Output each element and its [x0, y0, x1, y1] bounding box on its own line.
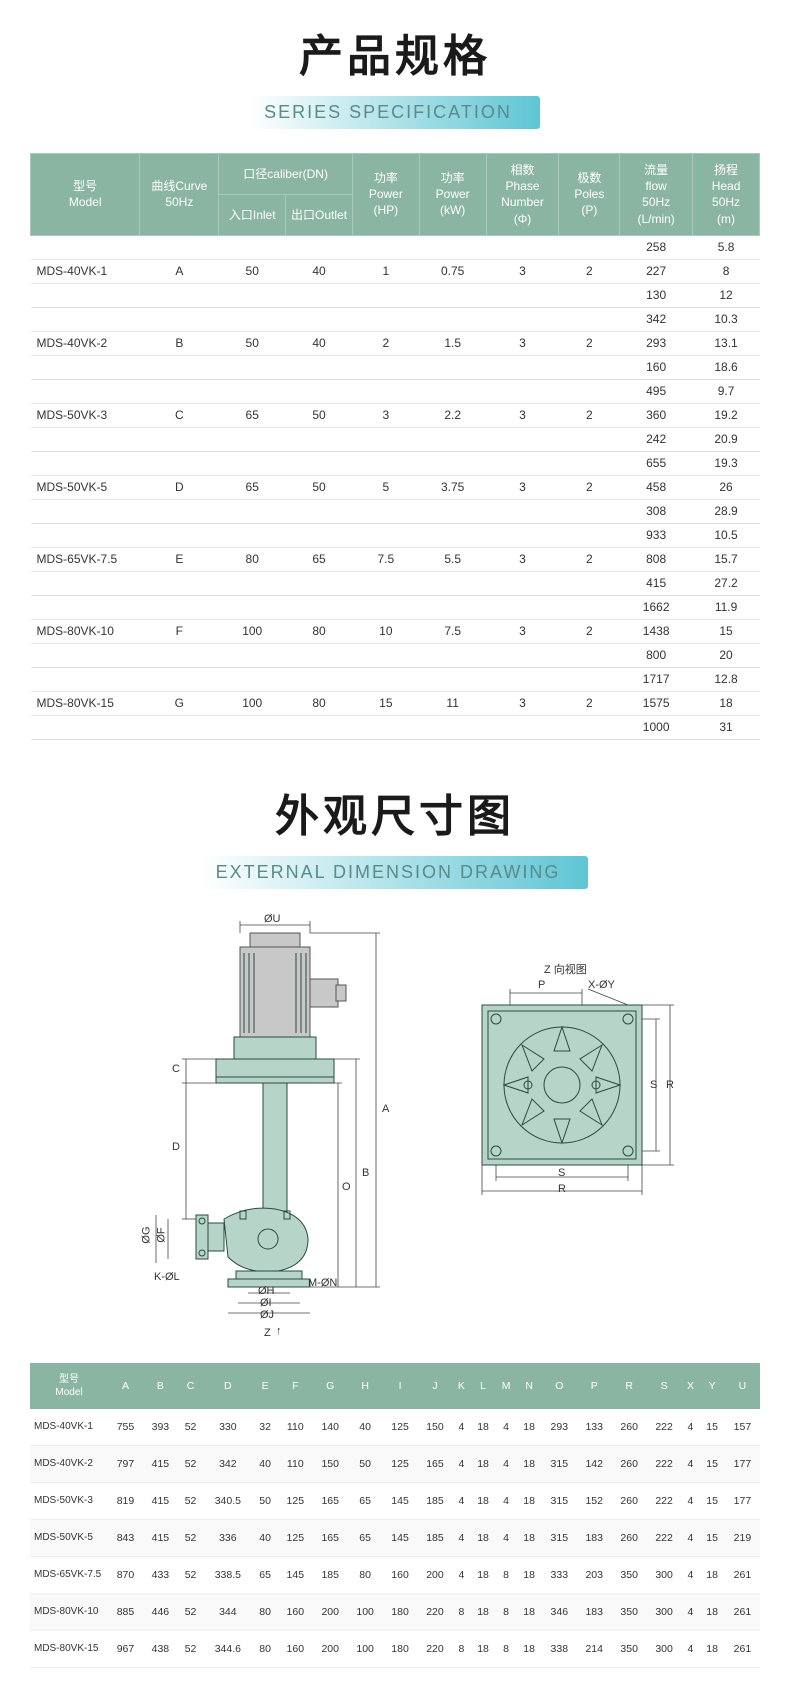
th-dim: B [143, 1363, 178, 1409]
th-dim: F [278, 1363, 313, 1409]
spec-title-en: SERIES SPECIFICATION [250, 96, 540, 129]
table-row: MDS-50VK-5D655053.753245826 [31, 475, 760, 499]
th-dim: K [452, 1363, 470, 1409]
lbl-Zarrow: ↑ [276, 1325, 282, 1337]
table-row: MDS-40VK-2B504021.53229313.1 [31, 331, 760, 355]
lbl-B: B [362, 1167, 369, 1179]
table-row: 80020 [31, 643, 760, 667]
lbl-MphiN: M-ØN [308, 1277, 337, 1289]
table-row: MDS-80VK-15G10080151132157518 [31, 691, 760, 715]
lbl-D: D [172, 1141, 180, 1153]
table-row: 171712.8 [31, 667, 760, 691]
table-row: MDS-40VK-1755393523303211014040125150418… [30, 1409, 760, 1446]
lbl-O: O [342, 1181, 351, 1193]
table-row: 4959.7 [31, 379, 760, 403]
lbl-S-right: S [650, 1079, 657, 1091]
lbl-Zview: Z 向视图 [544, 961, 587, 977]
lbl-phiI: ØI [260, 1297, 272, 1309]
th-dim: Y [699, 1363, 724, 1409]
lbl-phiF: ØF [156, 1227, 168, 1242]
spec-section: 产品规格 SERIES SPECIFICATION 型号Model 曲线Curv… [0, 0, 790, 760]
th-model: 型号Model [31, 154, 140, 236]
dims-table: 型号ModelABCDEFGHIJKLMNOPRSXYU MDS-40VK-17… [30, 1363, 760, 1668]
drawing-side-view: ØU C D A B O ØG ØF K-ØL ØH ØI ØJ M-ØN Z … [98, 919, 428, 1349]
th-dim: X [682, 1363, 700, 1409]
th-dim: J [418, 1363, 453, 1409]
spec-table: 型号Model 曲线Curve50Hz 口径caliber(DN) 功率Powe… [30, 153, 760, 740]
th-head: 扬程Head50Hz(m) [693, 154, 760, 236]
table-row: MDS-40VK-1A504010.75322278 [31, 259, 760, 283]
dims-thead-row: 型号ModelABCDEFGHIJKLMNOPRSXYU [30, 1363, 760, 1409]
drawing-top-view: Z 向视图 P X-ØY S R S R [452, 959, 692, 1239]
lbl-C: C [172, 1063, 180, 1075]
drawing-area: ØU C D A B O ØG ØF K-ØL ØH ØI ØJ M-ØN Z … [30, 913, 760, 1363]
th-dim: H [348, 1363, 383, 1409]
lbl-R-bottom: R [558, 1183, 566, 1195]
table-row: MDS-80VK-1088544652344801602001001802208… [30, 1593, 760, 1630]
th-dim: M [496, 1363, 517, 1409]
lbl-Z: Z [264, 1327, 271, 1339]
spec-subtitle-wrap: SERIES SPECIFICATION [30, 96, 760, 129]
th-dim: I [383, 1363, 418, 1409]
table-row: MDS-50VK-3C655032.23236019.2 [31, 403, 760, 427]
lbl-R-right: R [666, 1079, 674, 1091]
spec-tbody: 2585.8MDS-40VK-1A504010.7532227813012342… [31, 235, 760, 739]
table-row: MDS-65VK-7.587043352338.5651451858016020… [30, 1556, 760, 1593]
th-outlet: 出口Outlet [286, 194, 353, 235]
th-flow: 流量flow50Hz(L/min) [620, 154, 693, 236]
table-row: 65519.3 [31, 451, 760, 475]
table-row: 34210.3 [31, 307, 760, 331]
table-row: MDS-40VK-2797415523424011015050125165418… [30, 1445, 760, 1482]
th-dim: D [203, 1363, 252, 1409]
th-curve: 曲线Curve50Hz [140, 154, 219, 236]
th-dim: O [542, 1363, 577, 1409]
th-dim: A [108, 1363, 143, 1409]
lbl-phiG: ØG [141, 1226, 153, 1243]
dimension-section: 外观尺寸图 EXTERNAL DIMENSION DRAWING [0, 760, 790, 1688]
th-poles: 极数Poles(P) [559, 154, 620, 236]
table-row: 100031 [31, 715, 760, 739]
spec-title-cn: 产品规格 [30, 20, 760, 84]
table-row: 41527.2 [31, 571, 760, 595]
th-caliber: 口径caliber(DN) [219, 154, 353, 195]
lbl-P: P [538, 979, 545, 991]
th-dim: E [252, 1363, 277, 1409]
table-row: 24220.9 [31, 427, 760, 451]
table-row: 166211.9 [31, 595, 760, 619]
table-row: 2585.8 [31, 235, 760, 259]
table-row: MDS-50VK-381941552340.550125165651451854… [30, 1482, 760, 1519]
th-inlet: 入口Inlet [219, 194, 286, 235]
th-kw: 功率Power(kW) [419, 154, 486, 236]
dims-tbody: MDS-40VK-1755393523303211014040125150418… [30, 1409, 760, 1668]
th-dim: L [470, 1363, 495, 1409]
dim-title-cn: 外观尺寸图 [30, 780, 760, 844]
th-dim: 型号Model [30, 1363, 108, 1409]
lbl-A: A [382, 1103, 389, 1115]
th-dim: C [178, 1363, 203, 1409]
th-dim: R [612, 1363, 647, 1409]
dim-title-en: EXTERNAL DIMENSION DRAWING [202, 856, 589, 889]
table-row: MDS-80VK-10F10080107.532143815 [31, 619, 760, 643]
th-dim: N [516, 1363, 541, 1409]
th-dim: G [313, 1363, 348, 1409]
table-row: 13012 [31, 283, 760, 307]
th-dim: U [725, 1363, 760, 1409]
table-row: MDS-50VK-5843415523364012516565145185418… [30, 1519, 760, 1556]
spec-thead: 型号Model 曲线Curve50Hz 口径caliber(DN) 功率Powe… [31, 154, 760, 236]
lbl-phiJ: ØJ [260, 1309, 274, 1321]
table-row: 30828.9 [31, 499, 760, 523]
th-hp: 功率Power(HP) [352, 154, 419, 236]
table-row: 93310.5 [31, 523, 760, 547]
lbl-S-bottom: S [558, 1167, 565, 1179]
lbl-XphiY: X-ØY [588, 979, 615, 991]
th-dim: P [577, 1363, 612, 1409]
th-dim: S [647, 1363, 682, 1409]
dim-subtitle-wrap: EXTERNAL DIMENSION DRAWING [30, 856, 760, 889]
table-row: 16018.6 [31, 355, 760, 379]
lbl-phiH: ØH [258, 1285, 275, 1297]
th-phase: 相数PhaseNumber(Φ) [486, 154, 559, 236]
lbl-KphiL: K-ØL [154, 1271, 180, 1283]
lbl-phiU: ØU [264, 913, 281, 925]
table-row: MDS-65VK-7.5E80657.55.53280815.7 [31, 547, 760, 571]
